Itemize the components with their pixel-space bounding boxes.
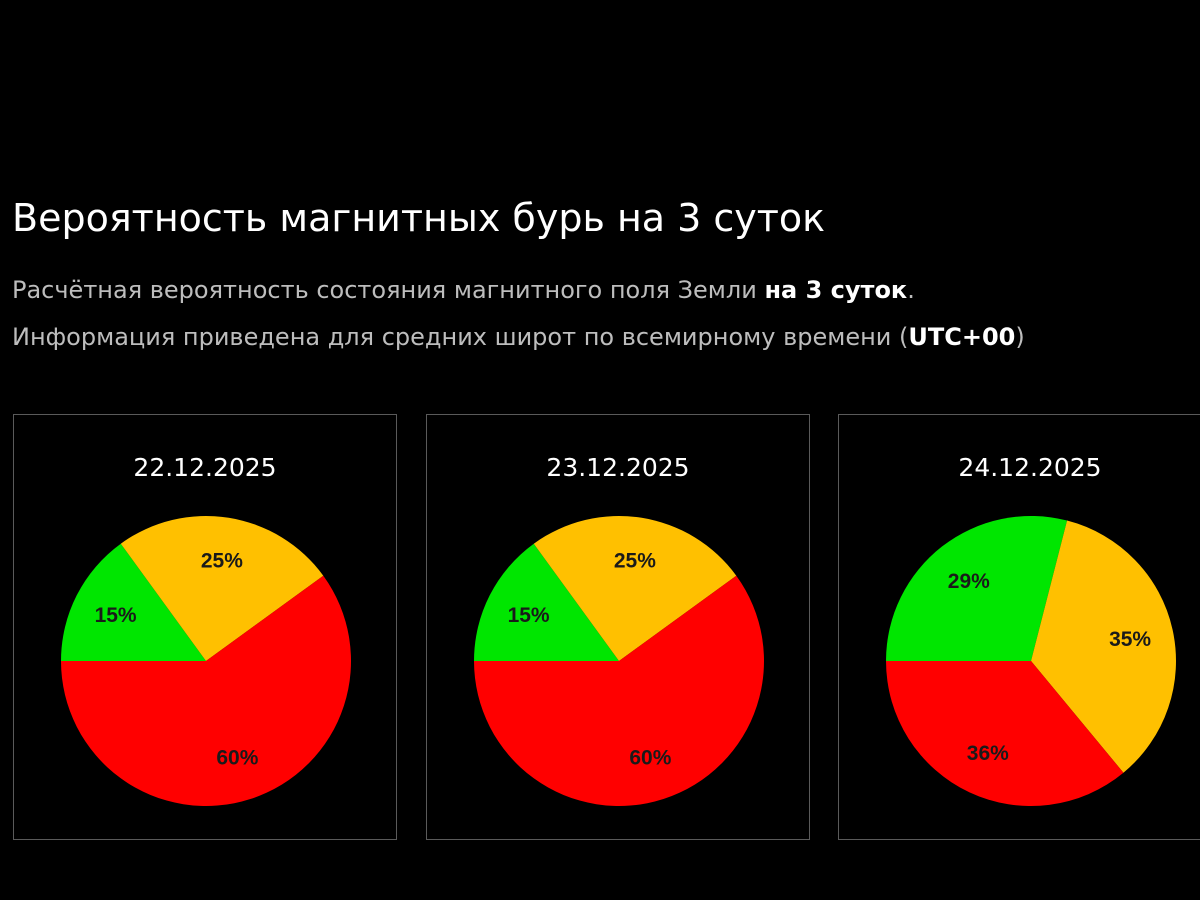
panel-date: 22.12.2025 xyxy=(133,453,277,482)
subtitle-line-2-end: ) xyxy=(1015,323,1025,351)
pie-slice-label: 15% xyxy=(95,604,137,627)
pie-slice-green xyxy=(886,516,1068,661)
pie-slice-red xyxy=(474,575,764,806)
pie-slice-red xyxy=(886,661,1124,806)
subtitle-line-1-end: . xyxy=(907,276,915,304)
pie-slice-yellow xyxy=(533,515,737,661)
pie-slice-label: 15% xyxy=(508,604,550,627)
pie-slice-red xyxy=(61,575,351,806)
forecast-panel-day-2: 23.12.2025 15% 25% 60% xyxy=(426,414,810,840)
forecast-panel-day-1: 22.12.2025 15% 25% 60% xyxy=(13,414,397,840)
subtitle-line-1-text: Расчётная вероятность состояния магнитно… xyxy=(12,276,765,304)
subtitle-line-1-bold: на 3 суток xyxy=(764,276,908,304)
pie-slice-green xyxy=(474,543,619,661)
subtitle-line-2: Информация приведена для средних широт п… xyxy=(12,323,1025,351)
pie-chart-day-2: 15% 25% 60% xyxy=(474,515,764,806)
subtitle-line-2-bold: UTC+00 xyxy=(908,323,1016,351)
pie-slice-yellow xyxy=(120,515,324,661)
panel-date: 24.12.2025 xyxy=(958,453,1102,482)
subtitle-line-2-text: Информация приведена для средних широт п… xyxy=(12,323,909,351)
subtitle-line-1: Расчётная вероятность состояния магнитно… xyxy=(12,276,915,304)
pie-slice-yellow xyxy=(1031,520,1176,773)
pie-slice-label: 36% xyxy=(967,742,1009,765)
pie-slice-label: 60% xyxy=(629,747,671,770)
pie-chart-day-3: 29% 35% 36% xyxy=(886,516,1176,806)
pie-chart-day-1: 15% 25% 60% xyxy=(61,515,351,806)
pie-slice-label: 29% xyxy=(948,570,990,593)
page-title: Вероятность магнитных бурь на 3 суток xyxy=(12,196,826,240)
pie-slice-label: 60% xyxy=(216,747,258,770)
pie-slice-label: 35% xyxy=(1109,628,1151,651)
panel-date: 23.12.2025 xyxy=(546,453,690,482)
forecast-panel-day-3: 24.12.2025 29% 35% 36% xyxy=(838,414,1200,840)
pie-slice-green xyxy=(61,543,206,661)
pie-slice-label: 25% xyxy=(614,550,656,573)
pie-slice-label: 25% xyxy=(201,550,243,573)
